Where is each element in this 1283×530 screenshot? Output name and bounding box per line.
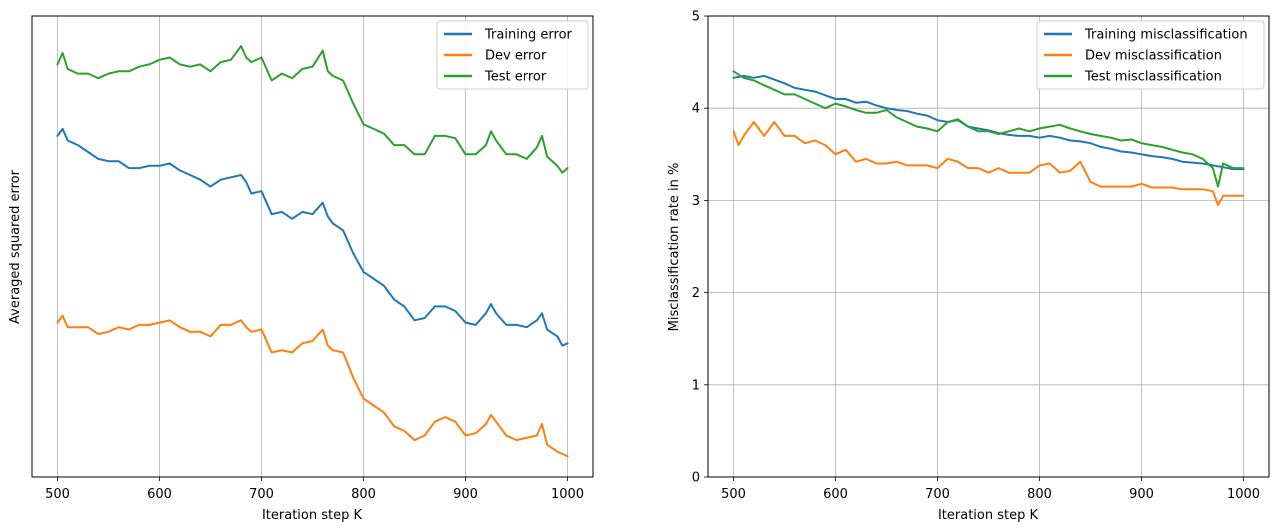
left-y-axis-label: Averaged squared error [8, 169, 23, 324]
series-line-dev-error [56, 314, 569, 458]
right-series-lines [732, 70, 1245, 206]
x-tick-label: 900 [1129, 487, 1154, 502]
y-tick-label: 0 [692, 471, 700, 486]
x-tick-label: 700 [249, 487, 274, 502]
left-legend: Training error Dev error Test error [436, 20, 589, 90]
right-x-axis-label: Iteration step K [938, 508, 1039, 523]
x-tick-label: 600 [823, 487, 848, 502]
series-line-training-error [56, 127, 569, 347]
right-axes-frame [707, 15, 1270, 478]
left-x-axis-label: Iteration step K [262, 508, 363, 523]
left-axes-frame [31, 15, 594, 478]
left-grid [57, 16, 568, 477]
right-legend-label-dev: Dev misclassification [1085, 49, 1222, 64]
x-tick-label: 500 [45, 487, 70, 502]
right-legend-box [1036, 20, 1265, 90]
x-tick-label: 900 [453, 487, 478, 502]
right-legend-label-training: Training misclassification [1084, 28, 1248, 43]
left-series-lines [56, 45, 569, 458]
left-legend-label-training: Training error [484, 28, 573, 43]
x-tick-label: 600 [147, 487, 172, 502]
left-legend-box [436, 20, 589, 90]
left-legend-label-test: Test error [484, 70, 547, 85]
x-tick-label: 1000 [1227, 487, 1260, 502]
y-tick-label: 2 [692, 286, 700, 301]
right-legend-label-test: Test misclassification [1084, 70, 1222, 85]
right-ticks: 500 600 700 800 900 1000 0 1 2 3 4 5 [692, 10, 1260, 503]
right-legend: Training misclassification Dev misclassi… [1036, 20, 1265, 90]
x-tick-label: 800 [1027, 487, 1052, 502]
y-tick-label: 4 [692, 102, 700, 117]
series-line-test-error [56, 45, 569, 174]
x-tick-label: 700 [925, 487, 950, 502]
y-tick-label: 1 [692, 378, 700, 393]
x-tick-label: 500 [721, 487, 746, 502]
left-legend-label-dev: Dev error [485, 49, 547, 64]
x-tick-label: 800 [351, 487, 376, 502]
x-tick-label: 1000 [551, 487, 584, 502]
y-tick-label: 3 [692, 194, 700, 209]
series-line-test-misclassification [732, 70, 1245, 188]
right-y-axis-label: Misclassification rate in % [667, 163, 682, 332]
panel-right: 500 600 700 800 900 1000 0 1 2 3 4 5 Iteration step… [667, 10, 1270, 523]
y-tick-label: 5 [692, 10, 700, 25]
panel-left: 500 600 700 800 900 1000 Iteration step K Ave… [8, 15, 594, 523]
left-x-ticks: 500 600 700 800 900 1000 [45, 477, 584, 502]
series-line-dev-misclassification [732, 121, 1245, 206]
